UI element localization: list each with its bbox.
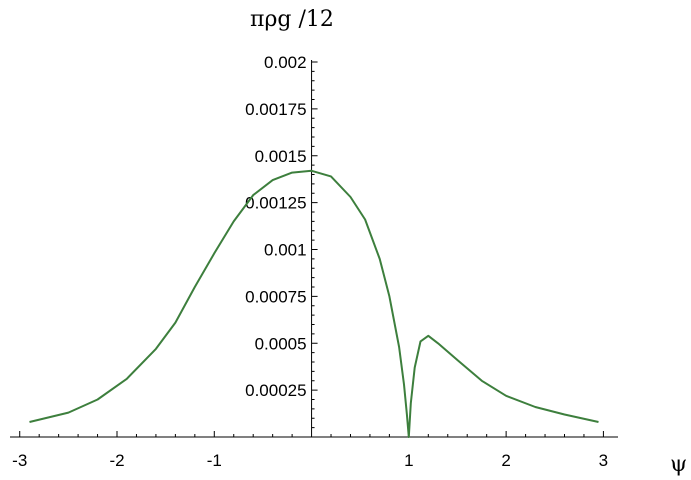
y-axis-title: πρg /12 <box>250 7 334 32</box>
y-tick-label: 0.00175 <box>245 100 306 119</box>
x-tick-label: -1 <box>207 451 222 470</box>
y-tick-label: 0.0015 <box>255 147 307 166</box>
series-line <box>29 169 599 438</box>
y-tick-label: 0.002 <box>264 53 307 72</box>
axes <box>10 60 618 438</box>
y-tick-label: 0.00025 <box>245 381 306 400</box>
x-tick-label: 3 <box>599 451 608 470</box>
y-tick-label: 0.001 <box>264 241 307 260</box>
series <box>29 169 599 438</box>
y-tick-label: 0.0005 <box>255 334 307 353</box>
x-tick-label: 2 <box>501 451 510 470</box>
y-tick-label: 0.00075 <box>245 287 306 306</box>
ticks: -3 -2 -1 1 2 3 0.00025 0.0005 0.00075 0.001 0.0012… <box>12 53 608 470</box>
x-tick-label: 1 <box>404 451 413 470</box>
y-tick-label: 0.00125 <box>245 194 306 213</box>
x-tick-label: -3 <box>12 451 27 470</box>
x-axis-title: ψ <box>670 452 687 477</box>
x-tick-label: -2 <box>109 451 124 470</box>
